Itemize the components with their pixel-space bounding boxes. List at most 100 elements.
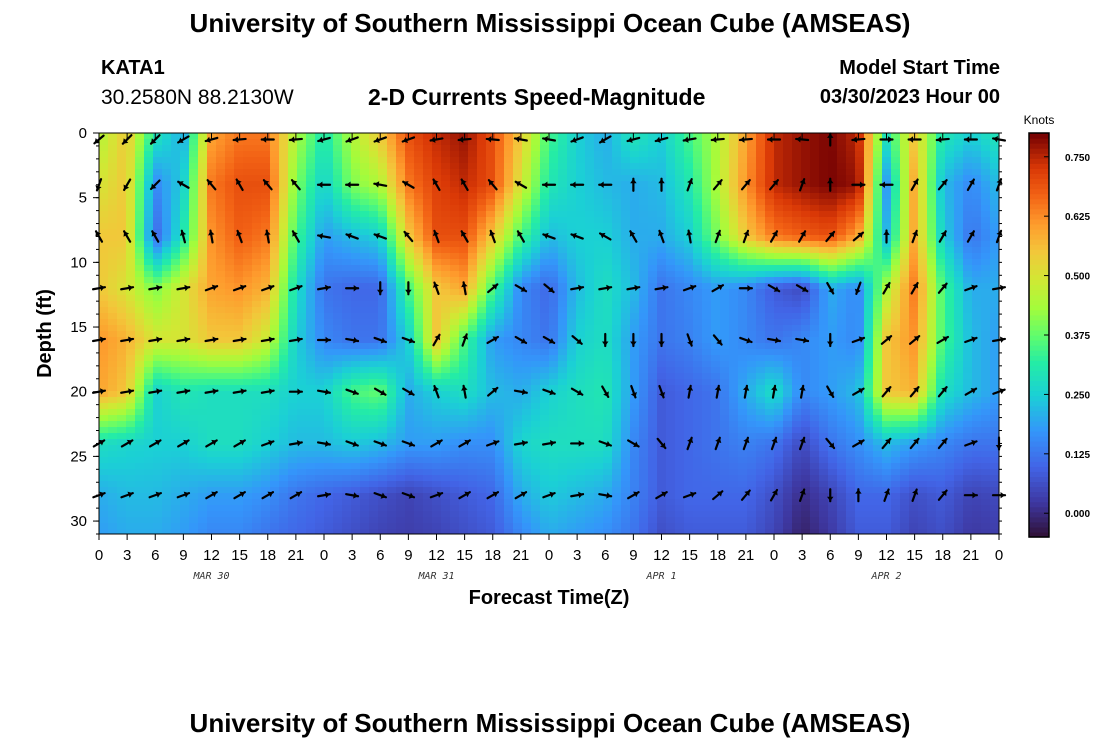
heatmap-cell: [180, 229, 190, 236]
heatmap-cell: [171, 211, 181, 218]
heatmap-cell: [297, 187, 307, 194]
heatmap-cell: [378, 271, 388, 278]
heatmap-cell: [459, 403, 469, 410]
heatmap-cell: [531, 163, 541, 170]
heatmap-cell: [198, 385, 208, 392]
heatmap-cell: [126, 415, 136, 422]
heatmap-cell: [441, 151, 451, 158]
heatmap-cell: [405, 385, 415, 392]
heatmap-cell: [630, 373, 640, 380]
heatmap-cell: [639, 139, 649, 146]
heatmap-cell: [279, 181, 289, 188]
heatmap-cell: [738, 289, 748, 296]
heatmap-cell: [765, 181, 775, 188]
heatmap-cell: [396, 145, 406, 152]
heatmap-cell: [333, 289, 343, 296]
heatmap-cell: [189, 235, 199, 242]
heatmap-cell: [207, 367, 217, 374]
heatmap-cell: [891, 175, 901, 182]
heatmap-cell: [801, 289, 811, 296]
heatmap-cell: [909, 397, 919, 404]
heatmap-cell: [513, 247, 523, 254]
heatmap-cell: [621, 283, 631, 290]
heatmap-cell: [360, 373, 370, 380]
heatmap-cell: [873, 367, 883, 374]
heatmap-cell: [747, 385, 757, 392]
heatmap-cell: [342, 199, 352, 206]
heatmap-cell: [801, 217, 811, 224]
heatmap-cell: [513, 169, 523, 176]
heatmap-cell: [819, 151, 829, 158]
heatmap-cell: [414, 253, 424, 260]
heatmap-cell: [954, 409, 964, 416]
heatmap-cell: [450, 409, 460, 416]
heatmap-cell: [189, 379, 199, 386]
heatmap-cell: [846, 331, 856, 338]
heatmap-cell: [801, 253, 811, 260]
heatmap-cell: [693, 145, 703, 152]
heatmap-cell: [621, 229, 631, 236]
heatmap-cell: [936, 145, 946, 152]
heatmap-cell: [909, 373, 919, 380]
heatmap-cell: [198, 259, 208, 266]
heatmap-cell: [765, 385, 775, 392]
heatmap-cell: [486, 427, 496, 434]
heatmap-cell: [414, 187, 424, 194]
heatmap-cell: [792, 385, 802, 392]
heatmap-cell: [279, 319, 289, 326]
heatmap-cell: [207, 163, 217, 170]
heatmap-cell: [540, 421, 550, 428]
heatmap-cell: [405, 151, 415, 158]
heatmap-cell: [972, 247, 982, 254]
heatmap-cell: [855, 175, 865, 182]
heatmap-cell: [387, 247, 397, 254]
heatmap-cell: [468, 331, 478, 338]
heatmap-cell: [702, 193, 712, 200]
heatmap-cell: [585, 217, 595, 224]
heatmap-cell: [837, 211, 847, 218]
heatmap-cell: [270, 187, 280, 194]
heatmap-cell: [117, 199, 127, 206]
heatmap-cell: [477, 427, 487, 434]
heatmap-cell: [855, 211, 865, 218]
heatmap-cell: [639, 295, 649, 302]
heatmap-cell: [945, 313, 955, 320]
heatmap-cell: [486, 169, 496, 176]
heatmap-cell: [189, 211, 199, 218]
heatmap-cell: [396, 277, 406, 284]
heatmap-cell: [243, 145, 253, 152]
heatmap-cell: [927, 367, 937, 374]
heatmap-cell: [531, 331, 541, 338]
heatmap-cell: [288, 163, 298, 170]
heatmap-cell: [504, 211, 514, 218]
heatmap-cell: [198, 421, 208, 428]
heatmap-cell: [162, 157, 172, 164]
heatmap-cell: [531, 175, 541, 182]
heatmap-cell: [675, 217, 685, 224]
heatmap-cell: [414, 385, 424, 392]
heatmap-cell: [99, 229, 109, 236]
heatmap-cell: [855, 253, 865, 260]
heatmap-cell: [360, 355, 370, 362]
heatmap-cell: [774, 163, 784, 170]
heatmap-cell: [837, 337, 847, 344]
heatmap-cell: [540, 397, 550, 404]
heatmap-cell: [189, 367, 199, 374]
heatmap-cell: [126, 241, 136, 248]
heatmap-cell: [666, 415, 676, 422]
heatmap-cell: [738, 385, 748, 392]
heatmap-cell: [729, 283, 739, 290]
heatmap-cell: [531, 187, 541, 194]
heatmap-cell: [504, 139, 514, 146]
heatmap-cell: [882, 415, 892, 422]
heatmap-cell: [441, 313, 451, 320]
heatmap-cell: [135, 211, 145, 218]
heatmap-cell: [612, 163, 622, 170]
heatmap-cell: [216, 283, 226, 290]
heatmap-cell: [522, 283, 532, 290]
heatmap-cell: [198, 349, 208, 356]
heatmap-cell: [351, 283, 361, 290]
heatmap-cell: [612, 343, 622, 350]
heatmap-cell: [135, 235, 145, 242]
heatmap-cell: [234, 271, 244, 278]
